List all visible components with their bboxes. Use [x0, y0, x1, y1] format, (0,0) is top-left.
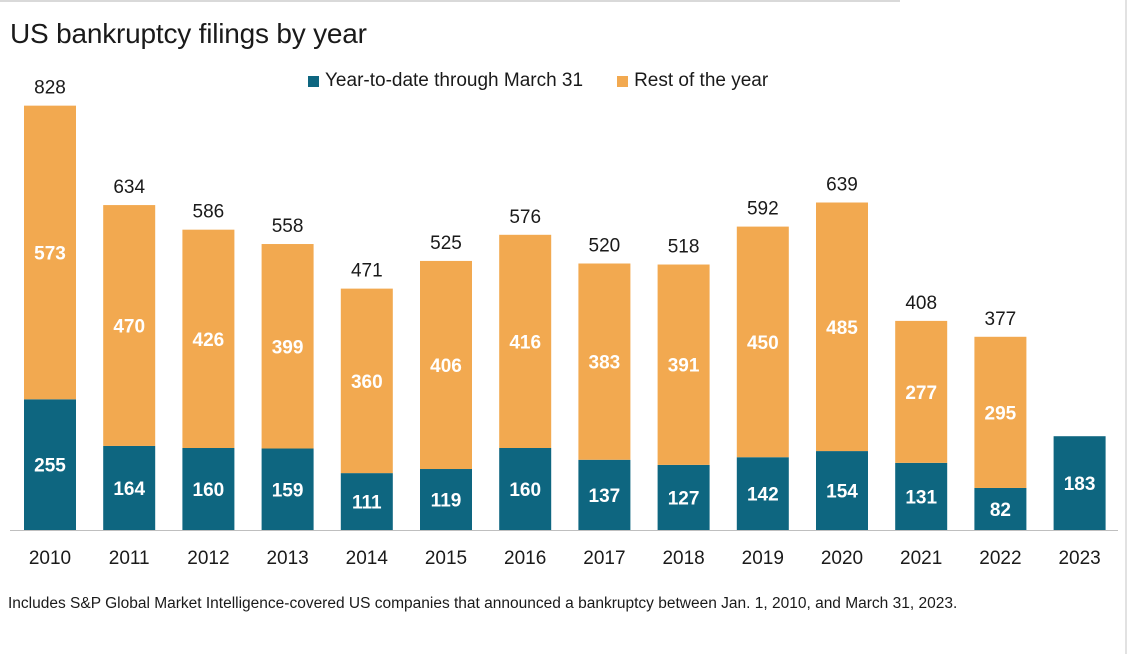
bar-ytd-2016: [499, 448, 552, 530]
bar-ytd-2010: [24, 399, 76, 530]
bar-label-ytd-2017: 137: [589, 486, 621, 507]
top-rule: [0, 0, 900, 2]
x-tick-2014: 2014: [346, 548, 389, 569]
x-tick-2020: 2020: [821, 548, 863, 569]
bar-total-2020: 639: [826, 175, 858, 196]
bar-label-rest-2019: 450: [747, 333, 779, 354]
bar-ytd-2015: [420, 469, 472, 530]
bar-total-2013: 558: [272, 216, 304, 237]
bar-label-ytd-2023: 183: [1064, 474, 1096, 495]
x-tick-2019: 2019: [742, 548, 784, 569]
bar-label-ytd-2014: 111: [352, 493, 382, 514]
legend-item-ytd: Year-to-date through March 31: [308, 70, 583, 92]
bar-chart: 255 573 828 2010 164 470 634 2011 160 426 586 2012 1…: [10, 78, 1118, 569]
legend-label-ytd: Year-to-date through March 31: [325, 70, 584, 91]
bar-label-ytd-2018: 127: [668, 488, 700, 509]
bar-ytd-2019: [736, 457, 789, 530]
bar-total-2019: 592: [747, 199, 779, 220]
bar-ytd-2011: [103, 445, 156, 530]
legend: Year-to-date through March 31 Rest of th…: [308, 70, 802, 92]
x-tick-2016: 2016: [504, 548, 546, 569]
bar-ytd-2021: [895, 462, 948, 530]
bar-ytd-2014: [340, 473, 393, 530]
x-tick-2010: 2010: [29, 548, 71, 569]
bar-ytd-2012: [182, 448, 235, 530]
bar-label-rest-2018: 391: [668, 356, 700, 377]
bar-label-ytd-2020: 154: [826, 482, 858, 503]
bar-rest-2022: [974, 336, 1027, 488]
bar-label-rest-2014: 360: [351, 372, 383, 393]
bar-label-rest-2015: 406: [430, 356, 462, 377]
bar-label-ytd-2022: 82: [990, 500, 1011, 521]
bar-ytd-2017: [578, 459, 631, 530]
bar-label-rest-2010: 573: [34, 243, 66, 264]
bar-label-rest-2022: 295: [985, 403, 1017, 424]
x-tick-2017: 2017: [583, 548, 625, 569]
bar-rest-2019: [736, 226, 789, 458]
legend-item-rest: Rest of the year: [617, 70, 768, 92]
chart-title: US bankruptcy filings by year: [10, 18, 367, 49]
bar-total-2022: 377: [985, 309, 1017, 330]
bar-rest-2010: [24, 105, 76, 400]
bar-ytd-2020: [816, 451, 868, 530]
bar-label-rest-2020: 485: [826, 318, 858, 339]
bar-ytd-2013: [261, 448, 314, 530]
x-tick-2018: 2018: [662, 548, 704, 569]
bar-label-rest-2013: 399: [272, 337, 304, 358]
bar-total-2016: 576: [509, 207, 541, 228]
bar-total-2021: 408: [905, 293, 937, 314]
x-tick-2013: 2013: [266, 548, 308, 569]
x-tick-2012: 2012: [187, 548, 229, 569]
bar-label-rest-2016: 416: [509, 332, 541, 353]
bar-rest-2020: [816, 202, 868, 452]
bar-total-2018: 518: [668, 237, 700, 258]
bar-label-rest-2017: 383: [589, 353, 621, 374]
bar-rest-2012: [182, 229, 235, 448]
bar-ytd-2023: [1053, 436, 1106, 530]
bar-rest-2021: [895, 320, 948, 463]
bar-label-ytd-2010: 255: [34, 456, 66, 477]
bar-label-ytd-2012: 160: [193, 480, 225, 501]
x-tick-2023: 2023: [1058, 548, 1100, 569]
bar-label-rest-2011: 470: [113, 317, 145, 338]
legend-swatch-rest: [617, 75, 629, 87]
bar-label-rest-2012: 426: [193, 330, 225, 351]
bar-total-2011: 634: [113, 177, 145, 198]
bar-label-rest-2021: 277: [905, 383, 937, 404]
bar-label-ytd-2019: 142: [747, 485, 779, 506]
bar-label-ytd-2011: 164: [113, 479, 145, 500]
bar-label-ytd-2013: 159: [272, 480, 304, 501]
x-tick-2021: 2021: [900, 548, 942, 569]
bar-total-2012: 586: [193, 202, 225, 223]
footnote: Includes S&P Global Market Intelligence-…: [8, 595, 958, 612]
bar-rest-2017: [578, 263, 631, 460]
legend-label-rest: Rest of the year: [634, 70, 769, 91]
bar-total-2014: 471: [351, 261, 383, 282]
bar-total-2017: 520: [589, 236, 621, 257]
bar-ytd-2022: [974, 487, 1027, 530]
bar-rest-2018: [657, 264, 710, 465]
right-rule: [1125, 0, 1127, 654]
bar-rest-2016: [499, 234, 552, 448]
bar-ytd-2018: [657, 464, 710, 530]
bar-rest-2013: [261, 244, 314, 449]
x-tick-2011: 2011: [109, 548, 150, 569]
bar-rest-2011: [103, 205, 156, 446]
bar-label-ytd-2021: 131: [905, 487, 937, 508]
x-tick-2015: 2015: [425, 548, 467, 569]
x-tick-2022: 2022: [979, 548, 1021, 569]
bar-total-2010: 828: [34, 78, 66, 99]
bar-label-ytd-2015: 119: [431, 491, 462, 512]
bar-rest-2015: [420, 260, 472, 470]
bar-rest-2014: [340, 288, 393, 474]
bar-total-2015: 525: [430, 233, 462, 254]
legend-swatch-ytd: [308, 75, 319, 87]
bar-label-ytd-2016: 160: [509, 480, 541, 501]
